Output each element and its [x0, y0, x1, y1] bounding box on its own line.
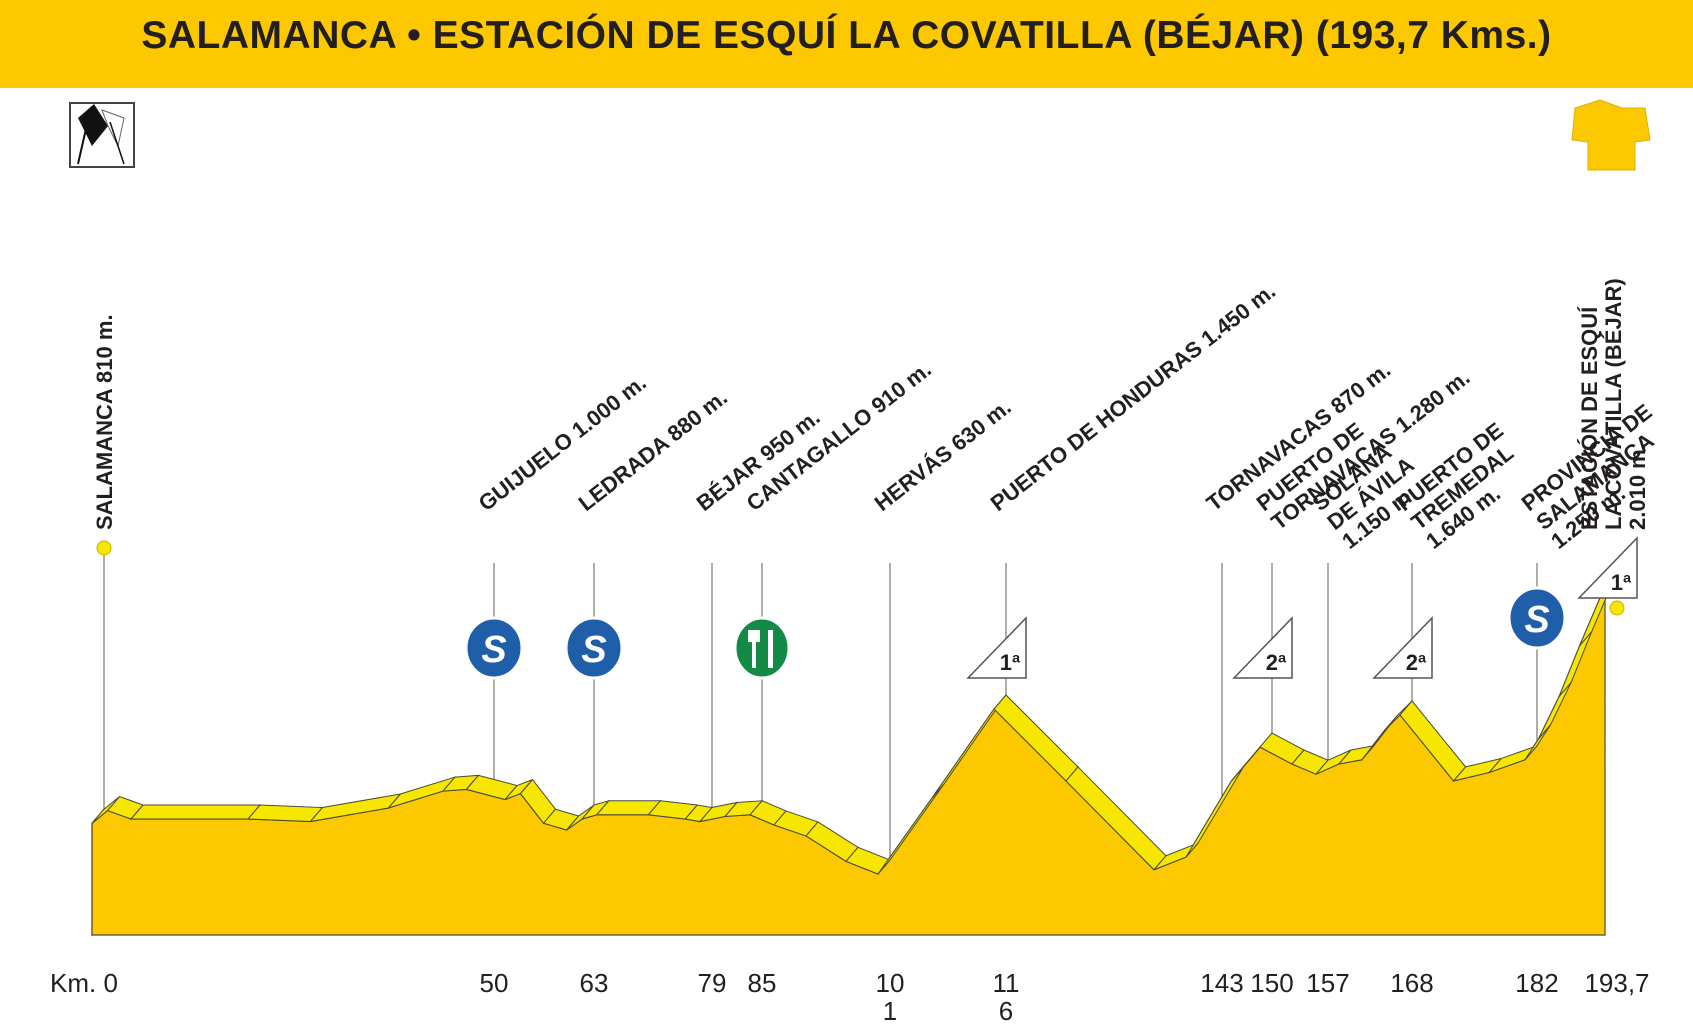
x-tick-label: 182 [1515, 968, 1558, 998]
sprint-symbol: S [581, 629, 606, 671]
elevation-profile-layer [91, 571, 1618, 937]
finish-dot [1609, 600, 1625, 616]
title-bar: SALAMANCA • ESTACIÓN DE ESQUÍ LA COVATIL… [0, 0, 1693, 88]
climb-category-label: 1ª [1611, 570, 1632, 595]
x-tick-label: 10 1 [876, 968, 905, 1026]
km-axis-layer: Km. 0 50 63 79 85 10 1 11 6 143 150 157 168 182 193,7 [50, 968, 1650, 1026]
x-tick-label: 11 6 [993, 968, 1020, 1026]
feed-zone-icon [733, 616, 791, 680]
climb-category-label: 2ª [1406, 650, 1427, 675]
climb-category-icon: 1ª [966, 616, 1027, 679]
elevation-profile-area [91, 586, 1606, 936]
start-dot [96, 540, 112, 556]
sprint-s-icon [464, 616, 524, 680]
stage-title: SALAMANCA • ESTACIÓN DE ESQUÍ LA COVATIL… [141, 14, 1552, 57]
checkered-flag-icon [69, 102, 135, 168]
climb-category-label: 1ª [1000, 650, 1021, 675]
x-tick-label: 168 [1390, 968, 1433, 998]
sprint-symbol: S [1524, 599, 1549, 641]
place-label: PUERTO DETREMEDAL1.640 m. [1392, 417, 1538, 553]
sprint-s-icon [564, 616, 624, 680]
climb-category-icon: 2ª [1372, 616, 1433, 679]
x-tick-label: 143 [1200, 968, 1243, 998]
sprint-s-icon [1507, 586, 1567, 650]
place-labels-layer: SALAMANCA 810 m. GUIJUELO 1.000 m.LEDRADA… [92, 278, 1659, 554]
x-tick-label: 50 [480, 968, 509, 998]
climb-category-label: 2ª [1266, 650, 1287, 675]
icons-layer: S S S 1ª 2ª 2ª 1ª [69, 99, 1651, 680]
profile-segment [129, 804, 262, 820]
profile-segment [246, 804, 324, 823]
climb-category-icon: 1ª [1577, 536, 1638, 599]
x-tick-label: 157 [1306, 968, 1349, 998]
x-tick-label: 150 [1250, 968, 1293, 998]
place-label: SALAMANCA 810 m. [92, 314, 117, 530]
place-label: ESTACIÓN DE ESQUÍLA COVATILLA (BÉJAR)2.0… [1577, 278, 1650, 530]
x-tick-label: 63 [580, 968, 609, 998]
x-tick-label: 79 [698, 968, 727, 998]
leader-jersey-icon [1571, 99, 1651, 171]
x-tick-label: 193,7 [1584, 968, 1649, 998]
x-tick-label: Km. 0 [50, 968, 118, 998]
x-tick-label: 85 [748, 968, 777, 998]
place-label: GUIJUELO 1.000 m. [474, 370, 651, 516]
climb-category-icon: 2ª [1232, 616, 1293, 679]
sprint-symbol: S [481, 629, 506, 671]
